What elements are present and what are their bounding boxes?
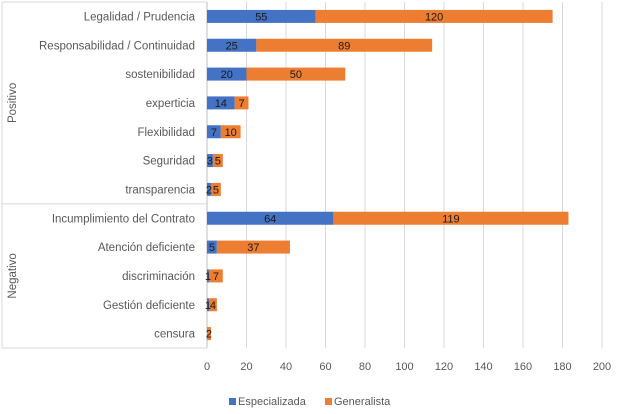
bar-especializada [207,298,209,312]
category-label: discriminación [122,271,195,283]
data-label: 2 [206,329,212,341]
category-label: Atención deficiente [98,242,195,254]
group-axis: Positivo Negativo [1,1,207,349]
bar-especializada [207,154,213,168]
data-label: 7 [211,127,217,139]
bars [207,9,569,341]
bar-generalista [210,182,221,196]
data-label: 5 [215,156,221,168]
data-label: 14 [215,98,227,110]
legend-label: Generalista [334,396,391,408]
x-tick-label: 40 [280,361,292,373]
x-tick-label: 80 [359,361,371,373]
bar-generalista [333,211,569,225]
bar-especializada [207,9,316,23]
bar-especializada [207,125,221,139]
category-label: Incumplimiento del Contrato [52,213,195,225]
bar-especializada [207,67,247,81]
bar-generalista [256,38,433,52]
gridlines [206,2,603,348]
group-label: Negativo [7,253,19,298]
bar-especializada [207,211,334,225]
bar-especializada [207,269,209,283]
data-label: 5 [209,242,215,254]
bar-especializada [207,96,235,110]
x-tick-label: 180 [553,361,571,373]
x-tick-label: 0 [204,361,210,373]
legend-swatch-generalista [325,398,332,405]
legend-label: Especializada [238,396,307,408]
data-label: 120 [425,11,443,23]
data-label: 3 [207,156,213,168]
bar-especializada [207,182,211,196]
data-label: 1 [205,300,211,312]
x-tick-label: 100 [395,361,413,373]
bar-especializada [207,38,257,52]
data-label: 119 [442,213,460,225]
data-label: 1 [205,271,211,283]
data-label: 7 [213,271,219,283]
category-label: Seguridad [143,156,195,168]
x-axis-ticks: 0 20 40 60 80 100 120 140 160 180 200 [204,361,611,373]
x-tick-label: 200 [593,361,611,373]
data-label: 64 [264,213,276,225]
category-label: sostenibilidad [125,69,195,81]
category-label: Legalidad / Prudencia [84,11,196,23]
category-labels: Legalidad / Prudencia Responsabilidad / C… [39,11,196,340]
category-label: transparencia [125,184,195,196]
category-label: Flexibilidad [137,127,195,139]
bar-generalista [208,269,223,283]
x-tick-label: 160 [514,361,532,373]
category-label: censura [154,329,196,341]
data-label: 2 [206,184,212,196]
x-tick-label: 140 [474,361,492,373]
bar-generalista [315,9,553,23]
category-label: Responsabilidad / Continuidad [39,40,195,52]
bar-generalista [220,125,241,139]
legend: Especializada Generalista [229,396,391,408]
data-label: 89 [338,40,350,52]
x-tick-label: 60 [319,361,331,373]
x-tick-label: 20 [240,361,252,373]
bar-generalista [212,154,223,168]
data-label: 25 [226,40,238,52]
data-label: 5 [213,184,219,196]
bar-generalista [208,298,217,312]
category-label: experticia [146,98,196,110]
data-label: 10 [225,127,237,139]
bar-generalista [207,327,211,341]
data-label: 37 [247,242,259,254]
data-label: 50 [290,69,302,81]
bar-generalista [246,67,346,81]
data-label: 7 [239,98,245,110]
bar-especializada [207,240,217,254]
category-label: Gestión deficiente [103,300,195,312]
group-label: Positivo [7,83,19,123]
legend-swatch-especializada [229,398,236,405]
bar-generalista [234,96,249,110]
data-label: 20 [221,69,233,81]
bar-generalista [216,240,290,254]
x-tick-label: 120 [435,361,453,373]
data-label: 55 [255,11,267,23]
data-label: 4 [210,300,216,312]
